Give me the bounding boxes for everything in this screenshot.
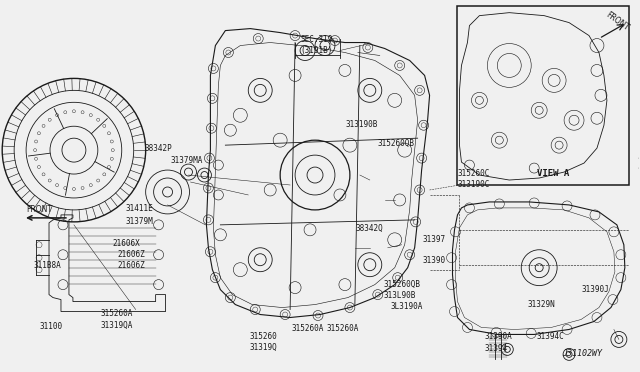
Text: 31390A: 31390A	[484, 331, 512, 341]
Text: FRONT: FRONT	[26, 205, 52, 214]
Text: J31102WY: J31102WY	[563, 349, 602, 358]
Text: VIEW A: VIEW A	[537, 169, 569, 177]
Text: 313190C: 313190C	[458, 180, 490, 189]
Text: 315260A: 315260A	[326, 324, 359, 333]
Text: 313190B: 313190B	[346, 121, 378, 129]
Text: 21606X: 21606X	[113, 239, 141, 248]
Text: 31100: 31100	[40, 322, 63, 331]
Text: 315260: 315260	[250, 331, 278, 341]
Text: 31397: 31397	[422, 235, 445, 244]
Bar	[458, 6, 629, 185]
Text: 38342P: 38342P	[145, 144, 172, 153]
Text: 315260QB: 315260QB	[378, 139, 414, 148]
Text: 315260QB: 315260QB	[384, 280, 420, 289]
Text: (3191B): (3191B)	[301, 46, 333, 55]
Text: 21606Z: 21606Z	[118, 250, 146, 259]
Text: 31394C: 31394C	[537, 331, 564, 341]
Text: 31390J: 31390J	[581, 285, 609, 294]
Text: 315260A: 315260A	[100, 310, 132, 318]
Text: 31379MA: 31379MA	[170, 155, 202, 164]
Text: 21606Z: 21606Z	[118, 261, 146, 270]
Text: 31329N: 31329N	[527, 300, 555, 309]
Text: 31394: 31394	[484, 344, 508, 353]
Text: 31319Q: 31319Q	[250, 343, 278, 352]
Text: FRONT: FRONT	[604, 10, 630, 33]
Text: 311B8A: 311B8A	[33, 261, 61, 270]
Text: 38342Q: 38342Q	[355, 224, 383, 233]
Text: 31411E: 31411E	[125, 204, 153, 213]
Text: 31390: 31390	[422, 256, 445, 264]
Text: 313L90B: 313L90B	[384, 291, 416, 300]
Text: 315260A: 315260A	[291, 324, 324, 333]
Text: SEC.319: SEC.319	[301, 35, 333, 44]
Text: 3L3190A: 3L3190A	[390, 302, 422, 311]
Text: 31379M: 31379M	[125, 217, 153, 226]
Text: 31319QA: 31319QA	[100, 321, 132, 330]
Text: 315260C: 315260C	[458, 169, 490, 177]
